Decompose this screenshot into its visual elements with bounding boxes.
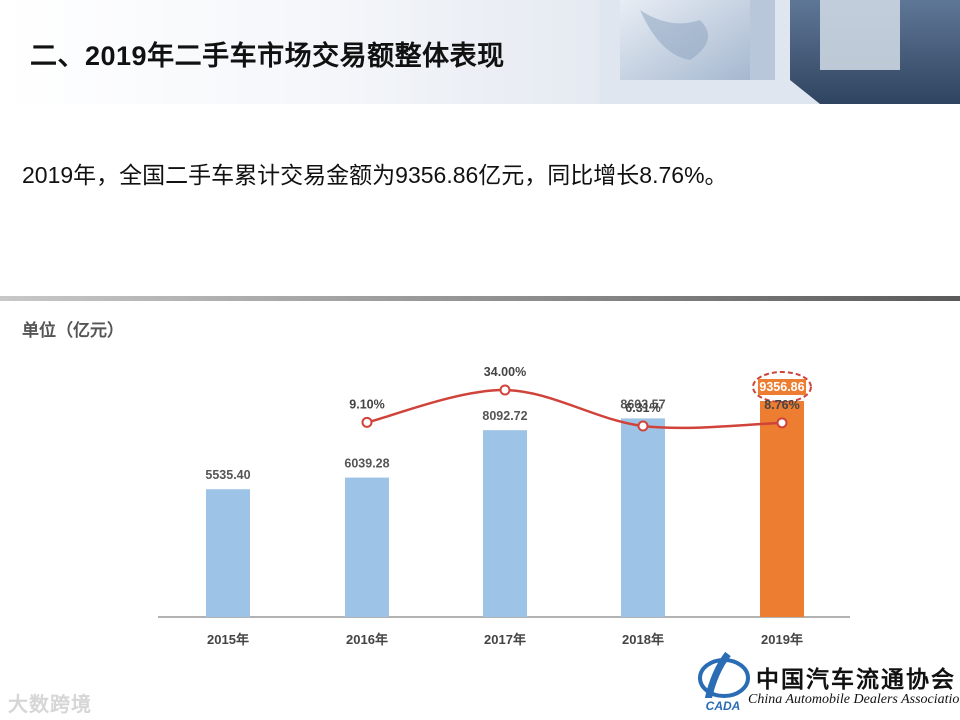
- bar-value-label: 9356.86: [759, 380, 804, 394]
- bar-value-label: 6039.28: [344, 457, 389, 471]
- bar: [483, 430, 527, 617]
- bar: [760, 401, 804, 617]
- x-tick-label: 2017年: [484, 632, 526, 647]
- page-title: 二、2019年二手车市场交易额整体表现: [30, 41, 505, 71]
- logo-mark: CADA: [706, 699, 741, 713]
- watermark: 大数跨境: [8, 694, 92, 716]
- bar-value-label: 8603.57: [620, 397, 665, 411]
- growth-value-label: 34.00%: [484, 365, 526, 379]
- section-divider: [0, 296, 960, 301]
- growth-point: [499, 384, 511, 396]
- bar: [345, 477, 389, 617]
- x-tick-label: 2016年: [346, 632, 388, 647]
- x-tick-label: 2015年: [207, 632, 249, 647]
- cada-logo: CADA 中国汽车流通协会 China Automobile Dealers A…: [694, 652, 960, 716]
- header-decoration-image: [600, 0, 960, 104]
- bar: [621, 418, 665, 617]
- growth-value-label: 9.10%: [349, 397, 384, 411]
- bar: [206, 489, 250, 617]
- bar-value-label: 8092.72: [482, 409, 527, 423]
- x-tick-label: 2018年: [622, 632, 664, 647]
- header-banner: 二、2019年二手车市场交易额整体表现: [0, 0, 960, 104]
- unit-label: 单位（亿元）: [22, 321, 124, 340]
- highlight-label-bg: [758, 379, 806, 396]
- growth-value-label: 8.76%: [764, 398, 799, 412]
- summary-text: 2019年，全国二手车累计交易金额为9356.86亿元，同比增长8.76%。: [22, 162, 728, 188]
- growth-point: [776, 417, 788, 429]
- transaction-chart: 5535.40 2015年 6039.28 2016年 8092.72 2017年 8603…: [158, 365, 850, 647]
- logo-chinese-name: 中国汽车流通协会: [756, 666, 956, 693]
- cada-emblem-icon: CADA: [698, 652, 750, 713]
- highlight-circle: [752, 371, 812, 404]
- growth-value-label: 6.31%: [625, 401, 660, 415]
- growth-point: [637, 420, 649, 432]
- growth-point: [361, 416, 373, 428]
- growth-line: [366, 388, 783, 430]
- x-tick-label: 2019年: [761, 632, 803, 647]
- logo-english-name: China Automobile Dealers Association: [748, 692, 960, 707]
- bar-value-label: 5535.40: [205, 468, 250, 482]
